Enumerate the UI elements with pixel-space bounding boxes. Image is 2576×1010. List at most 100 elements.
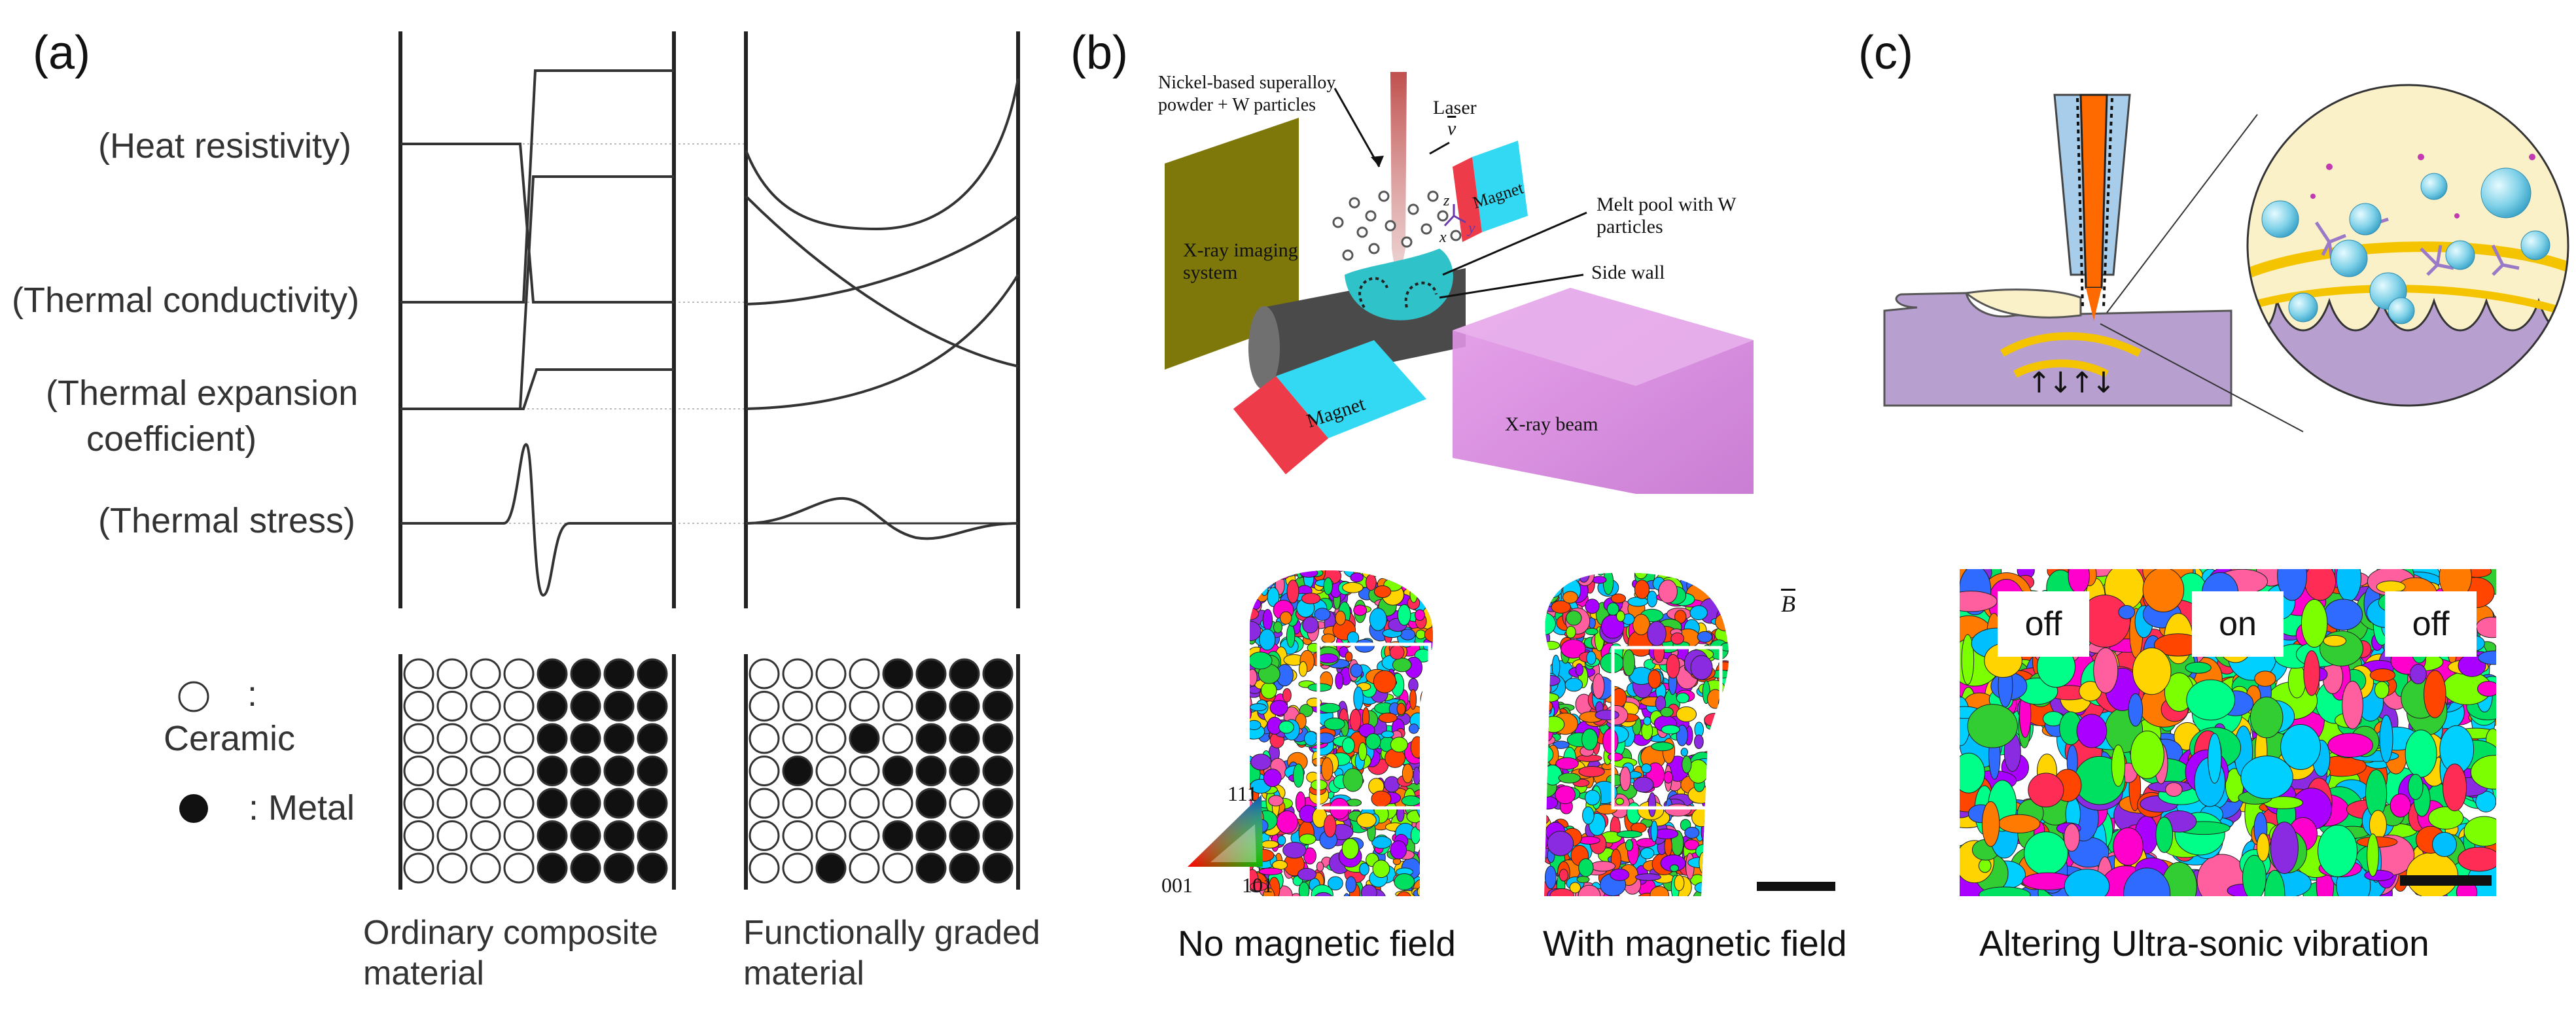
- ebsd-grain: [1262, 887, 1275, 896]
- ebsd-grain: [1392, 657, 1412, 672]
- ebsd-grain: [2185, 661, 2212, 674]
- ebsd-grain: [2280, 723, 2321, 770]
- ebsd-grain: [1290, 893, 1302, 896]
- ebsd-grain: [2093, 647, 2119, 693]
- metal-particle: [815, 852, 847, 884]
- ebsd-grain: [1341, 838, 1359, 860]
- ebsd-grain: [2186, 679, 2236, 721]
- scale-bar-b: [1757, 882, 1835, 891]
- ebsd-grain: [2323, 635, 2347, 647]
- metal-particle: [949, 691, 980, 722]
- label-heat-resistivity: (Heat resistivity): [98, 126, 352, 165]
- ceramic-particle: [436, 756, 468, 786]
- ebsd-grain: [1409, 689, 1417, 710]
- ebsd-grain: [1670, 864, 1679, 873]
- ebsd-grain: [1350, 572, 1364, 583]
- ebsd-grain: [2165, 782, 2183, 797]
- ceramic-particle: [849, 756, 880, 786]
- label-melt-pool-line2: particles: [1597, 216, 1663, 237]
- ebsd-grain: [2277, 569, 2307, 601]
- ebsd-grain: [1622, 649, 1636, 676]
- ebsd-grain: [2130, 730, 2164, 779]
- ebsd-grain: [2123, 867, 2171, 896]
- ebsd-grain: [1369, 608, 1387, 631]
- ipf-label-111: 111: [1227, 782, 1258, 805]
- ebsd-grain: [1549, 888, 1574, 896]
- ceramic-particle: [403, 788, 434, 819]
- metal-particle: [915, 691, 947, 722]
- metal-particle: [915, 658, 947, 689]
- ebsd-grain: [1402, 763, 1414, 784]
- ebsd-grain: [1684, 826, 1700, 839]
- ceramic-particle: [782, 723, 813, 754]
- metal-particle: [915, 756, 947, 786]
- ebsd-grain: [2113, 827, 2144, 866]
- ebsd-grain: [1582, 806, 1595, 825]
- ebsd-grain: [1390, 840, 1407, 860]
- metal-particle: [603, 691, 635, 722]
- ebsd-grain: [1616, 830, 1642, 839]
- ceramic-particle: [436, 788, 468, 819]
- b-vector-label: B: [1781, 591, 1795, 617]
- ceramic-particle: [849, 788, 880, 819]
- ebsd-grain: [2155, 816, 2174, 853]
- metal-particle: [603, 852, 635, 884]
- label-xray-imaging: X-ray imaging system: [1183, 239, 1298, 284]
- ceramic-particle: [882, 691, 913, 722]
- ebsd-grain: [1684, 839, 1700, 850]
- ebsd-grain: [1676, 692, 1689, 704]
- ebsd-grain: [1360, 884, 1377, 896]
- ebsd-grain: [1345, 652, 1353, 662]
- ebsd-grain: [1324, 718, 1345, 731]
- caption-no-field: No magnetic field: [1178, 923, 1456, 964]
- ebsd-grain: [1658, 579, 1678, 604]
- label-xray-imaging-line1: X-ray imaging: [1183, 239, 1298, 261]
- ebsd-grain: [2477, 680, 2496, 697]
- ceramic-particle: [782, 852, 813, 884]
- metal-particle: [537, 756, 568, 786]
- ebsd-grain: [1960, 697, 1971, 746]
- metal-particle: [637, 658, 668, 689]
- vibration-arrows: ↑↓↑↓: [2027, 366, 2115, 400]
- ebsd-grain: [1359, 862, 1369, 876]
- ebsd-grain: [1349, 708, 1362, 731]
- ceramic-particle: [749, 723, 780, 754]
- ebsd-grain: [1342, 582, 1364, 593]
- ebsd-grain: [1250, 607, 1260, 621]
- metal-particle: [603, 820, 635, 851]
- ceramic-particle: [403, 756, 434, 786]
- caption-ordinary: Ordinary composite material: [363, 913, 658, 994]
- caption-with-field: With magnetic field: [1543, 923, 1847, 964]
- metal-particle: [949, 756, 980, 786]
- ceramic-particle: [470, 723, 501, 754]
- ceramic-particle: [436, 658, 468, 689]
- ebsd-grain: [1282, 842, 1307, 859]
- ebsd-grain: [2390, 793, 2411, 818]
- ebsd-grain: [1301, 593, 1321, 604]
- metal-particle: [537, 723, 568, 754]
- ebsd-grain: [2379, 714, 2393, 763]
- ceramic-particle: [882, 788, 913, 819]
- ebsd-grain: [1315, 732, 1335, 744]
- ebsd-grain: [2458, 846, 2496, 872]
- ebsd-grain: [2256, 833, 2270, 862]
- ebsd-grain: [1578, 765, 1605, 778]
- metal-particle: [570, 788, 601, 819]
- ebsd-grain: [2477, 650, 2496, 665]
- metal-particle: [982, 756, 1014, 786]
- ceramic-particle: [403, 691, 434, 722]
- ebsd-grain: [1544, 612, 1556, 636]
- ebsd-grain: [1967, 704, 2018, 748]
- scale-bar-c: [2400, 875, 2492, 886]
- ebsd-grain: [1682, 756, 1692, 774]
- ebsd-grain: [1648, 792, 1657, 818]
- label-melt-pool-line1: Melt pool with W: [1597, 194, 1737, 215]
- ebsd-grain: [1269, 700, 1288, 716]
- metal-particle: [915, 852, 947, 884]
- ebsd-grain: [1569, 882, 1581, 894]
- ebsd-grain: [1390, 737, 1408, 753]
- ebsd-grain: [1282, 688, 1292, 703]
- ebsd-grain: [2336, 569, 2361, 602]
- ebsd-grain: [1544, 603, 1548, 621]
